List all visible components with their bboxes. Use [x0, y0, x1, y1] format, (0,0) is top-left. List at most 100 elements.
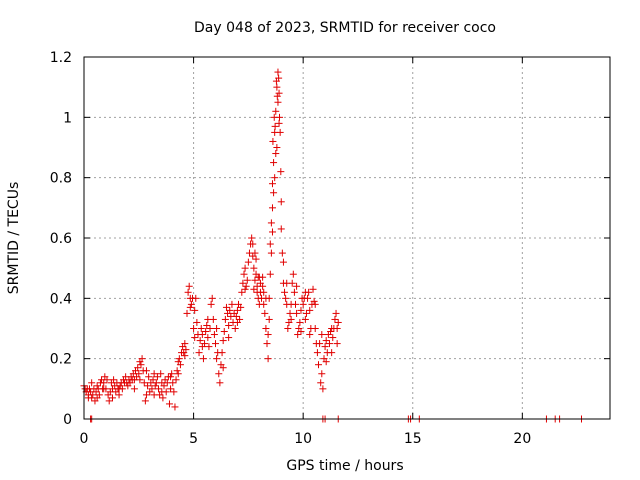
- data-point: [243, 276, 251, 284]
- y-tick-label: 1: [63, 110, 72, 126]
- data-point: [208, 294, 216, 302]
- data-point: [259, 273, 267, 281]
- data-point: [275, 119, 283, 127]
- data-point: [185, 282, 193, 290]
- data-point: [306, 331, 314, 339]
- data-point: [219, 337, 227, 345]
- data-point: [267, 219, 275, 227]
- x-tick-label: 15: [404, 431, 422, 447]
- x-axis-label: GPS time / hours: [286, 458, 403, 474]
- data-point: [115, 385, 123, 393]
- data-point: [199, 355, 207, 363]
- data-point: [134, 364, 142, 372]
- data-point: [191, 334, 199, 342]
- y-tick-label: 1.2: [50, 50, 72, 66]
- data-point: [249, 240, 257, 248]
- data-point: [218, 349, 226, 357]
- data-point: [160, 382, 168, 390]
- data-point: [274, 98, 282, 106]
- y-tick-label: 0.4: [50, 291, 72, 307]
- data-point: [290, 288, 298, 296]
- data-point: [181, 340, 189, 348]
- data-point: [198, 343, 206, 351]
- data-point: [136, 376, 144, 384]
- x-tick-label: 5: [189, 431, 198, 447]
- data-point: [304, 294, 312, 302]
- data-point: [266, 270, 274, 278]
- data-point: [275, 74, 283, 82]
- data-point: [332, 309, 340, 317]
- data-point: [220, 328, 228, 336]
- data-point: [172, 376, 180, 384]
- data-point: [327, 328, 335, 336]
- data-point: [153, 373, 161, 381]
- data-point: [291, 300, 299, 308]
- data-point: [273, 92, 281, 100]
- data-point: [232, 312, 240, 320]
- data-point: [264, 331, 272, 339]
- data-point: [316, 340, 324, 348]
- data-point: [233, 306, 241, 314]
- data-point: [196, 337, 204, 345]
- x-tick-label: 20: [513, 431, 531, 447]
- data-point: [144, 382, 152, 390]
- data-point: [142, 367, 150, 375]
- data-point: [240, 270, 248, 278]
- data-point: [167, 373, 175, 381]
- data-point: [273, 83, 281, 91]
- data-point: [261, 309, 269, 317]
- data-point: [251, 276, 259, 284]
- data-point: [265, 315, 273, 323]
- data-point: [281, 288, 289, 296]
- data-point: [329, 334, 337, 342]
- data-point: [313, 349, 321, 357]
- data-point: [256, 288, 264, 296]
- data-point: [322, 358, 330, 366]
- data-point: [115, 391, 123, 399]
- data-point: [149, 376, 157, 384]
- data-points-layer: [80, 68, 586, 423]
- data-point: [318, 370, 326, 378]
- data-point: [150, 370, 158, 378]
- data-point: [268, 204, 276, 212]
- data-point: [219, 364, 227, 372]
- data-point: [165, 400, 173, 408]
- data-point: [213, 325, 221, 332]
- data-point: [315, 361, 323, 369]
- data-point: [301, 288, 309, 296]
- data-point: [159, 394, 167, 402]
- data-point: [198, 331, 206, 339]
- x-tick-label: 0: [80, 431, 89, 447]
- data-point: [221, 315, 229, 323]
- data-point: [135, 370, 143, 378]
- data-point: [279, 258, 287, 266]
- data-point: [231, 325, 239, 332]
- data-point: [140, 379, 148, 387]
- data-point: [272, 150, 280, 158]
- data-point: [309, 285, 317, 293]
- data-point: [276, 128, 284, 136]
- data-point: [286, 309, 294, 317]
- data-point: [204, 315, 212, 323]
- data-point: [278, 249, 286, 257]
- data-point: [267, 249, 275, 257]
- data-point: [216, 379, 224, 387]
- data-point: [277, 198, 285, 206]
- data-point: [192, 294, 200, 302]
- data-point: [137, 361, 145, 369]
- data-point: [84, 394, 92, 402]
- y-tick-label: 0.2: [50, 352, 72, 368]
- data-point: [269, 137, 277, 145]
- data-point: [306, 306, 314, 314]
- data-point: [100, 385, 108, 393]
- data-point: [265, 294, 273, 302]
- data-point: [207, 300, 215, 308]
- data-point: [311, 300, 319, 308]
- data-point: [260, 300, 268, 308]
- plot-frame: [83, 56, 611, 420]
- data-point: [167, 385, 175, 393]
- data-point: [253, 282, 261, 290]
- data-point: [171, 403, 179, 411]
- data-point: [277, 225, 285, 233]
- data-point: [183, 309, 191, 317]
